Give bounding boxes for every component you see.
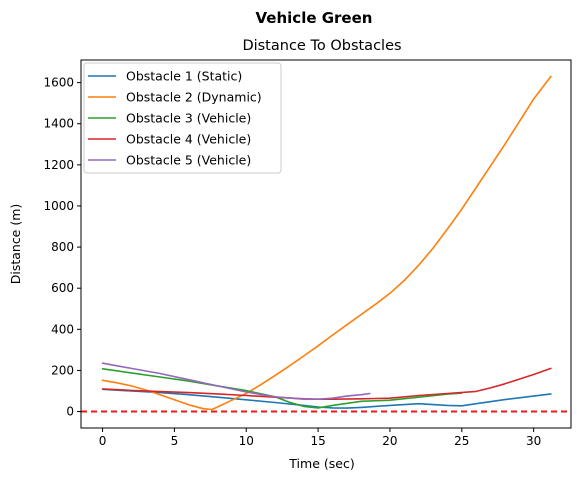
x-tick-label: 5 (171, 434, 179, 448)
legend-label: Obstacle 2 (Dynamic) (126, 90, 262, 105)
legend-label: Obstacle 3 (Vehicle) (126, 111, 251, 126)
legend-entry-obstacle-1: Obstacle 1 (Static) (88, 69, 242, 84)
y-tick-label: 1400 (43, 117, 74, 131)
legend-entry-obstacle-4: Obstacle 4 (Vehicle) (88, 132, 251, 147)
legend-entry-obstacle-3: Obstacle 3 (Vehicle) (88, 111, 251, 126)
x-tick-label: 25 (454, 434, 469, 448)
x-tick-label: 10 (239, 434, 254, 448)
y-tick-label: 400 (51, 322, 74, 336)
series-line-obstacle-1 (101, 388, 552, 409)
series-line-obstacle-3 (101, 368, 463, 409)
chart-title: Distance To Obstacles (242, 38, 401, 54)
series-layer (81, 75, 571, 413)
x-tick-label: 20 (382, 434, 397, 448)
series-line-obstacle-2 (101, 75, 552, 411)
y-tick-label: 800 (51, 240, 74, 254)
legend-label: Obstacle 1 (Static) (126, 69, 242, 84)
x-tick-label: 0 (99, 434, 107, 448)
y-tick-label: 200 (51, 363, 74, 377)
x-axis-ticks: 0 5 10 15 20 25 30 (99, 428, 541, 448)
legend: Obstacle 1 (Static) Obstacle 2 (Dynamic) O… (83, 62, 282, 174)
y-tick-label: 1000 (43, 199, 74, 213)
legend-box (83, 62, 282, 174)
y-tick-label: 1600 (43, 76, 74, 90)
series-line-obstacle-4 (101, 367, 552, 400)
legend-entry-obstacle-5: Obstacle 5 (Vehicle) (88, 153, 251, 168)
axes-frame (80, 59, 572, 429)
x-axis-label: Time (sec) (288, 456, 354, 471)
y-tick-label: 600 (51, 281, 74, 295)
series-line-obstacle-5 (101, 362, 371, 400)
y-axis-ticks: 0 200 400 600 800 1000 1200 1400 1600 (43, 76, 81, 419)
figure-suptitle: Vehicle Green (256, 9, 373, 27)
legend-label: Obstacle 4 (Vehicle) (126, 132, 251, 147)
x-tick-label: 15 (310, 434, 325, 448)
legend-label: Obstacle 5 (Vehicle) (126, 153, 251, 168)
y-tick-label: 1200 (43, 158, 74, 172)
y-tick-label: 0 (66, 405, 74, 419)
legend-entry-obstacle-2: Obstacle 2 (Dynamic) (88, 90, 262, 105)
x-tick-label: 30 (526, 434, 541, 448)
y-axis-label: Distance (m) (8, 204, 23, 285)
plot-area: 0 5 10 15 20 25 30 0 200 400 600 800 1000 1200 1400 16… (43, 59, 572, 448)
